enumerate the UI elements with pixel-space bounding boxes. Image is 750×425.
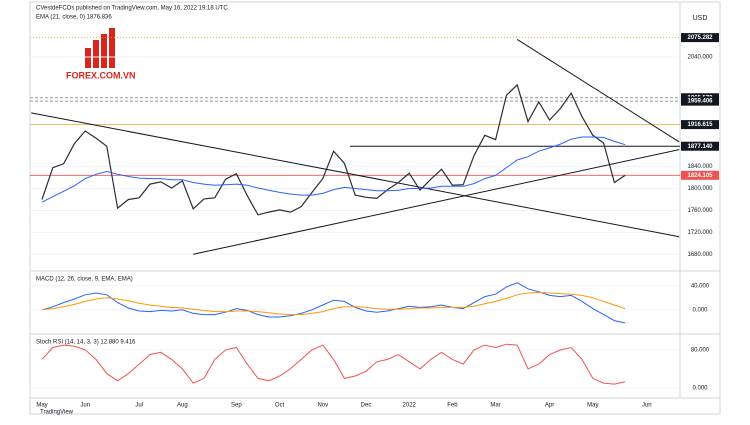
price-label-bg <box>681 96 719 106</box>
x-tick-label: Mar <box>490 403 500 409</box>
x-tick-label: May <box>587 403 598 409</box>
logo-bar <box>93 40 99 68</box>
series-line <box>41 343 626 385</box>
logo-text: FOREX.COM.VN <box>66 70 136 80</box>
price-label-bg <box>681 170 719 180</box>
y-tick-label: 0.000 <box>692 307 708 313</box>
price-label: 2075.282 <box>687 35 713 41</box>
y-tick-label: 0.000 <box>692 385 708 391</box>
x-tick-label: Jun <box>80 403 90 409</box>
y-tick-label: 1680.000 <box>687 252 713 258</box>
series-line <box>41 291 626 316</box>
brand: TradingView <box>40 410 74 416</box>
price-label: 1916.615 <box>687 122 713 128</box>
trendline <box>516 38 680 143</box>
y-tick-label: 40.000 <box>691 283 710 289</box>
y-tick-label: 1800.000 <box>687 186 713 192</box>
plot: May Jun Jul Aug Sep Oct Nov Dec 2022 Feb Mar Apr May… <box>30 15 719 409</box>
x-tick-label: Dec <box>361 403 372 409</box>
x-tick-label: Apr <box>545 403 554 409</box>
currency: USD <box>693 15 708 22</box>
panel-title: MACD (12, 26, close, 9, EMA, EMA) <box>36 277 133 283</box>
logo-bar <box>109 28 115 68</box>
price-label: 1824.105 <box>687 173 713 179</box>
x-tick-label: May <box>36 403 47 409</box>
price-label-bg <box>681 141 719 151</box>
publisher: CVestdeFCOs published on TradingView.com… <box>36 6 228 12</box>
series-line <box>41 136 626 203</box>
series-line <box>41 83 626 216</box>
x-tick-label: Oct <box>275 403 285 409</box>
price-label-bg <box>681 33 719 43</box>
logo: FOREX.COM.VN <box>66 28 136 80</box>
y-tick-label: 1760.000 <box>687 208 713 214</box>
x-tick-label: Jul <box>135 403 143 409</box>
y-tick-label: 2040.000 <box>687 55 713 61</box>
x-tick-label: Feb <box>447 403 458 409</box>
price-label: 1877.140 <box>687 144 713 150</box>
y-tick-label: 80.000 <box>691 347 710 353</box>
y-tick-label: 1840.000 <box>687 164 713 170</box>
x-tick-label: Nov <box>317 403 328 409</box>
panel-title: EMA (21, close, 0) 1876.836 <box>36 15 112 21</box>
chart-frame <box>29 1 721 415</box>
logo-bar <box>85 48 91 68</box>
x-tick-label: Sep <box>231 403 242 409</box>
y-tick-label: 1720.000 <box>687 230 713 236</box>
logo-bar <box>101 34 107 68</box>
price-label: 1959.406 <box>687 99 713 105</box>
x-tick-label: Aug <box>177 403 188 409</box>
x-tick-label: 2022 <box>403 403 417 409</box>
x-tick-label: Jun <box>642 403 652 409</box>
series-line <box>41 282 626 324</box>
panel-title: Stoch RSI (14, 14, 3, 3) 12.880 9.416 <box>36 340 136 346</box>
price-label-bg <box>681 120 719 130</box>
trendline <box>193 149 680 255</box>
trendline <box>31 112 680 238</box>
